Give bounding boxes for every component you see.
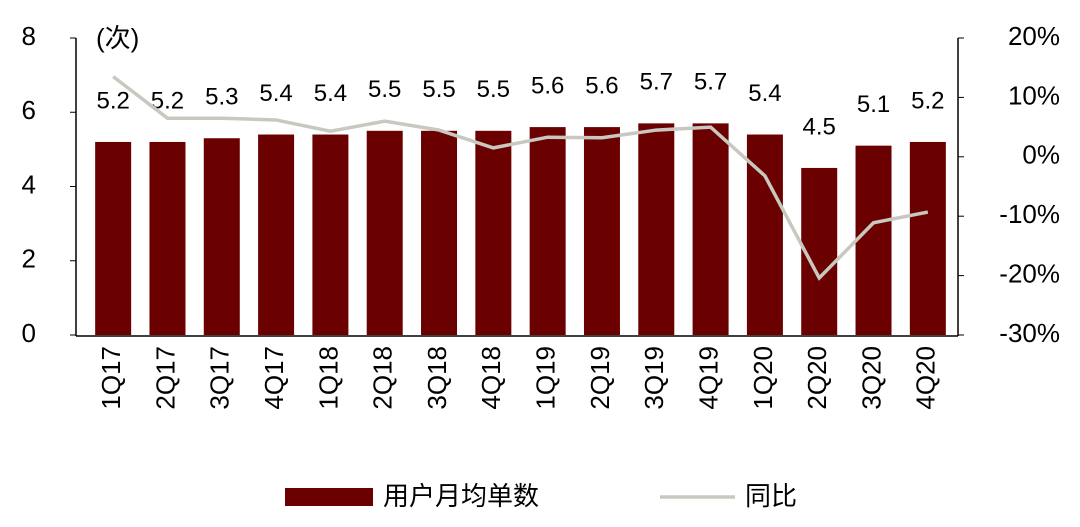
y2-tick-label: 10%: [1008, 80, 1060, 110]
x-tick-label: 1Q19: [531, 346, 561, 410]
data-label: 5.7: [694, 69, 727, 96]
bar: [258, 134, 295, 335]
data-label: 5.2: [911, 87, 944, 114]
y2-tick-label: 20%: [1008, 21, 1060, 51]
bar: [475, 130, 512, 335]
x-tick-label: 4Q20: [911, 346, 941, 410]
x-tick-label: 2Q20: [802, 346, 832, 410]
x-tick-label: 1Q20: [748, 346, 778, 410]
data-label: 5.2: [96, 87, 129, 114]
legend-label: 同比: [745, 481, 797, 511]
data-label: 5.5: [477, 76, 510, 103]
bar: [421, 130, 458, 335]
bar: [312, 134, 349, 335]
x-tick-label: 4Q17: [259, 346, 289, 410]
x-tick-label: 3Q20: [856, 346, 886, 410]
bar: [638, 123, 675, 335]
bar: [149, 141, 186, 335]
x-tick-label: 3Q17: [205, 346, 235, 410]
data-label: 5.5: [422, 76, 455, 103]
bar: [692, 123, 729, 335]
data-label: 5.6: [531, 72, 564, 99]
y2-tick-label: -30%: [999, 318, 1060, 348]
y-tick-label: 0: [22, 318, 36, 348]
data-label: 5.4: [314, 80, 347, 107]
y2-tick-label: -20%: [999, 258, 1060, 288]
bar: [909, 141, 946, 335]
line: [112, 75, 929, 281]
bar: [801, 167, 838, 335]
data-label: 5.3: [205, 84, 238, 111]
data-label: 4.5: [803, 113, 836, 140]
x-tick-label: 1Q18: [313, 346, 343, 410]
unit-label: (次): [96, 23, 139, 53]
y-tick-label: 4: [22, 169, 36, 199]
bar: [855, 145, 892, 335]
data-label: 5.1: [857, 91, 890, 118]
x-tick-label: 2Q18: [368, 346, 398, 410]
x-tick-label: 3Q18: [422, 346, 452, 410]
bar: [746, 134, 783, 335]
data-label: 5.6: [585, 72, 618, 99]
x-tick-label: 2Q17: [150, 346, 180, 410]
bar: [95, 141, 132, 335]
bar: [583, 127, 620, 335]
bar: [529, 127, 566, 335]
y2-tick-label: 0%: [1022, 140, 1060, 170]
legend-label: 用户月均单数: [383, 481, 539, 511]
data-label: 5.4: [259, 80, 292, 107]
x-tick-label: 4Q18: [476, 346, 506, 410]
legend-swatch: [285, 488, 373, 506]
x-tick-label: 4Q19: [693, 346, 723, 410]
y2-tick-label: -10%: [999, 199, 1060, 229]
y-tick-label: 6: [22, 95, 36, 125]
data-label: 5.7: [640, 69, 673, 96]
x-tick-label: 2Q19: [585, 346, 615, 410]
x-tick-label: 1Q17: [96, 346, 126, 410]
x-tick-label: 3Q19: [639, 346, 669, 410]
bar: [366, 130, 403, 335]
y-tick-label: 8: [22, 21, 36, 51]
bar: [203, 138, 240, 335]
y-tick-label: 2: [22, 244, 36, 274]
data-label: 5.5: [368, 76, 401, 103]
data-label: 5.4: [748, 80, 781, 107]
